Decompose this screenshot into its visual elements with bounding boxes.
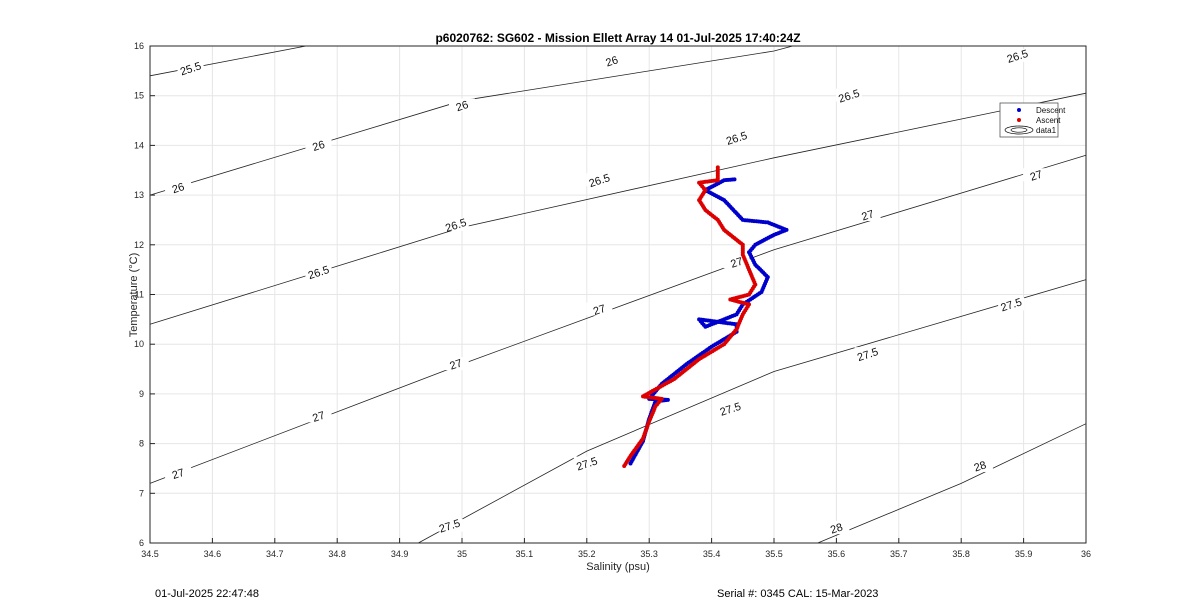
x-tick-label: 34.7 [266, 549, 284, 559]
contour-label-background [449, 98, 475, 112]
data-series [622, 165, 789, 468]
contour-label-background [598, 53, 625, 67]
contour-label-background [1004, 48, 1031, 62]
contour-label-background [966, 458, 993, 472]
x-tick-label: 35.3 [640, 549, 658, 559]
data-point [715, 165, 720, 170]
contour-label-background [442, 217, 469, 231]
contour-label-background [854, 347, 881, 361]
contour-label-background [436, 518, 463, 532]
contour-label: 26 [171, 181, 186, 196]
density-contour-27.5 [418, 279, 1087, 544]
contour-label-background [305, 138, 332, 152]
contour-label: 27 [592, 303, 607, 318]
x-tick-label: 35.9 [1015, 549, 1033, 559]
contour-label-background [165, 180, 192, 194]
legend-contour-icon [1004, 125, 1034, 135]
y-tick-label: 16 [134, 41, 144, 51]
x-tick-label: 36 [1081, 549, 1091, 559]
x-tick-label: 35.5 [765, 549, 783, 559]
y-tick-label: 15 [134, 91, 144, 101]
contour-label-background [1023, 168, 1050, 182]
contour-label: 27 [729, 256, 744, 271]
contour-label-background [305, 409, 332, 423]
contour-label-background [835, 88, 862, 102]
contour-label: 27 [171, 467, 186, 482]
x-axis-label: Salinity (psu) [586, 561, 650, 573]
footer-timestamp: 01-Jul-2025 22:47:48 [155, 588, 259, 600]
y-tick-label: 7 [139, 488, 144, 498]
y-axis-ticks: 6 7 8 9 10 11 12 13 14 15 16 [134, 41, 155, 548]
footer-serial-cal: Serial #: 0345 CAL: 15-Mar-2023 [717, 588, 879, 600]
y-axis-label: Temperature (°C) [128, 253, 140, 337]
density-contour-28 [817, 423, 1087, 544]
series-descent [628, 177, 789, 466]
legend-label-descent: Descent [1036, 106, 1066, 115]
legend-marker-descent [1017, 108, 1021, 112]
contour-label-background [854, 207, 881, 221]
x-tick-label: 35.7 [890, 549, 908, 559]
contour-label: 27 [1029, 169, 1044, 184]
x-tick-label: 35 [457, 549, 467, 559]
contour-label-background [586, 302, 613, 316]
contour-label: 26 [604, 54, 619, 69]
contour-label: 26 [311, 139, 326, 154]
legend-box [999, 102, 1059, 138]
contour-label: 27 [448, 357, 463, 372]
density-contour-26 [149, 45, 793, 196]
density-contour-26.5 [149, 92, 1087, 325]
contour-label-background [177, 61, 204, 75]
y-tick-label: 9 [139, 389, 144, 399]
y-tick-label: 8 [139, 439, 144, 449]
contour-label: 27 [311, 410, 326, 425]
contour-label: 26 [455, 99, 470, 114]
y-tick-label: 10 [134, 339, 144, 349]
density-contour-25.5 [149, 45, 307, 77]
x-tick-label: 35.8 [952, 549, 970, 559]
contour-label: 28 [829, 521, 844, 536]
x-tick-label: 35.6 [828, 549, 846, 559]
contour-label-background [998, 297, 1025, 311]
series-ascent [622, 165, 758, 468]
legend-marker-ascent [1017, 118, 1021, 122]
contour-label-background [586, 173, 613, 187]
x-tick-label: 34.6 [204, 549, 222, 559]
x-tick-label: 34.9 [391, 549, 409, 559]
x-tick-label: 34.5 [141, 549, 159, 559]
y-tick-label: 6 [139, 538, 144, 548]
x-tick-label: 34.8 [328, 549, 346, 559]
contour-label: 27 [860, 208, 875, 223]
legend-label-ascent: Ascent [1036, 116, 1061, 125]
contour-label-background [723, 130, 750, 144]
contour-label-background [165, 466, 192, 480]
contour-label-background [717, 401, 744, 415]
x-axis-ticks: 34.5 34.6 34.7 34.8 34.9 35 35.1 35.2 35.3 35.4 35… [141, 538, 1091, 559]
x-tick-label: 35.1 [516, 549, 534, 559]
contour-label-background [823, 521, 850, 535]
contour-label-background [573, 456, 600, 470]
contour-label: 28 [973, 459, 988, 474]
y-tick-label: 13 [134, 190, 144, 200]
grid-lines [149, 45, 1087, 544]
chart-title: p6020762: SG602 - Mission Ellett Array 1… [435, 31, 800, 45]
x-tick-label: 35.4 [703, 549, 721, 559]
data-point [732, 177, 737, 182]
legend-contour-icon-inner [1010, 127, 1028, 133]
contour-label-background [442, 357, 469, 371]
density-contour-27 [149, 154, 1087, 484]
contour-label-background [305, 265, 332, 279]
y-tick-label: 12 [134, 240, 144, 250]
y-tick-label: 14 [134, 140, 144, 150]
x-tick-label: 35.2 [578, 549, 596, 559]
y-tick-label: 11 [135, 290, 144, 300]
legend-label-data1: data1 [1036, 126, 1057, 135]
